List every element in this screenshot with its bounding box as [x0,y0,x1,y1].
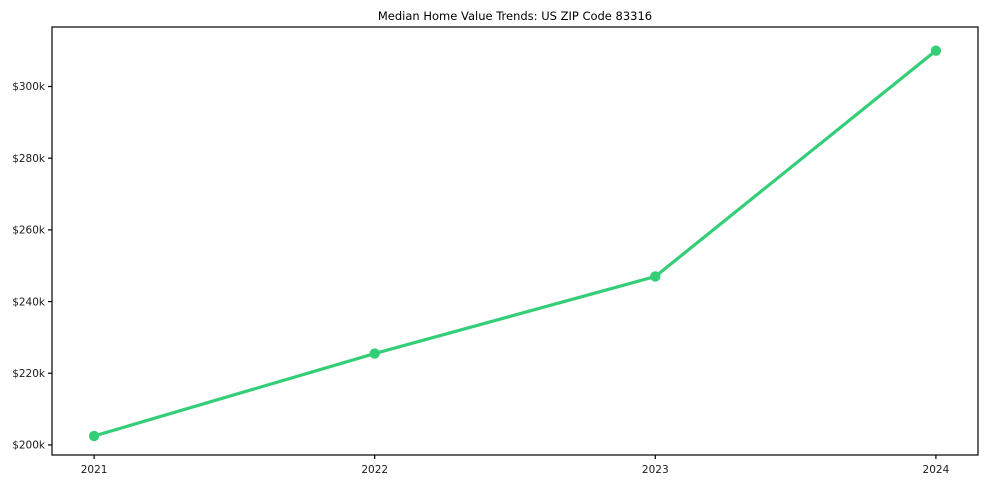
chart-title: Median Home Value Trends: US ZIP Code 83… [378,9,652,23]
data-point-marker [650,271,661,282]
x-tick-label: 2024 [923,464,950,476]
data-point-marker [88,430,100,442]
y-tick-label: $260k [12,225,46,237]
x-tick-label: 2021 [81,464,108,476]
y-tick-label: $300k [12,81,46,93]
data-point-marker [369,348,380,359]
y-tick-label: $220k [12,368,46,380]
trend-line [92,49,938,438]
y-tick-label: $200k [12,440,46,452]
x-tick-label: 2022 [361,464,388,476]
data-point-marker [930,45,942,56]
plot-area-border [51,26,979,456]
y-tick-label: $240k [12,296,46,308]
data-series [88,45,942,442]
x-tick-label: 2023 [642,464,669,476]
x-axis-ticks: 2021 2022 2023 2024 [81,455,950,476]
y-axis-ticks: $200k $220k $240k $260k $280k $300k [12,81,52,452]
y-tick-label: $280k [12,153,46,165]
